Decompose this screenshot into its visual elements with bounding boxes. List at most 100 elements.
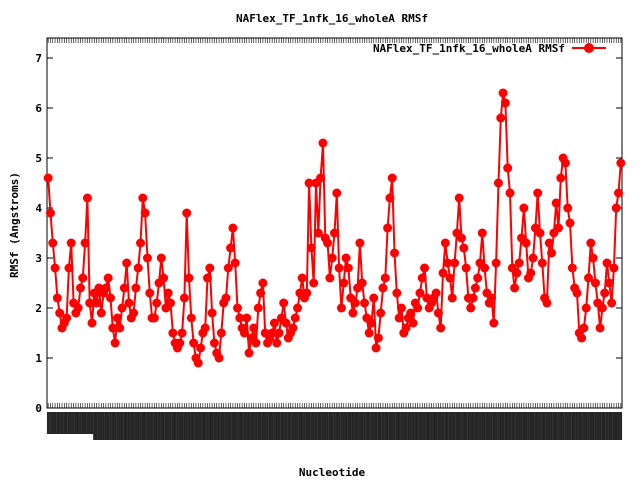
x-tick-label-mark-17 — [86, 412, 89, 434]
x-tick-label-mark-63 — [192, 412, 195, 440]
data-point-65 — [193, 358, 203, 368]
x-tick-label-mark-69 — [206, 412, 209, 440]
data-point-147 — [383, 223, 393, 233]
x-tick-label-mark-4 — [56, 412, 59, 434]
x-tick-label-mark-19 — [90, 412, 94, 434]
data-point-126 — [334, 263, 344, 273]
data-point-229 — [572, 288, 582, 298]
data-point-145 — [378, 283, 388, 293]
data-point-140 — [366, 318, 376, 328]
x-tick-label-mark-200 — [508, 412, 512, 440]
data-point-17 — [82, 193, 92, 203]
x-tick-label-mark-131 — [349, 412, 352, 440]
x-tick-label-mark-157 — [409, 412, 412, 440]
x-tick-label-mark-87 — [247, 412, 251, 440]
x-tick-label-mark-20 — [93, 412, 96, 440]
x-tick-label-mark-245 — [612, 412, 616, 440]
data-point-59 — [179, 293, 189, 303]
x-tick-label-mark-26 — [106, 412, 110, 440]
data-point-83 — [235, 313, 245, 323]
data-point-179 — [457, 233, 467, 243]
x-tick-label-mark-206 — [522, 412, 526, 440]
x-tick-label-mark-49 — [160, 412, 163, 440]
data-point-240 — [597, 303, 607, 313]
x-tick-label-mark-141 — [372, 412, 375, 440]
x-tick-label-mark-59 — [183, 412, 186, 440]
x-tick-label-mark-225 — [566, 412, 569, 440]
data-point-4 — [52, 293, 62, 303]
plot-frame — [46, 37, 623, 409]
data-point-196 — [496, 113, 506, 123]
x-tick-label-mark-174 — [448, 412, 452, 440]
data-point-248 — [616, 158, 626, 168]
x-tick-label-mark-143 — [377, 412, 380, 440]
x-tick-label-mark-160 — [416, 412, 419, 440]
x-tick-label-mark-158 — [411, 412, 415, 440]
x-tick-label-mark-209 — [529, 412, 532, 440]
x-tick-label-mark-45 — [150, 412, 154, 440]
x-tick-label-mark-176 — [453, 412, 456, 440]
legend-label: NAFlex_TF_1nfk_16_wholeA RMSf — [373, 42, 565, 55]
data-point-102 — [279, 298, 289, 308]
data-point-142 — [371, 343, 381, 353]
x-tick-label-mark-181 — [464, 412, 468, 440]
x-tick-label-mark-159 — [414, 412, 417, 440]
data-point-168 — [431, 288, 441, 298]
x-tick-label-mark-220 — [554, 412, 558, 440]
x-tick-label-mark-145 — [381, 412, 385, 440]
x-tick-label-mark-213 — [538, 412, 542, 440]
x-tick-label-mark-228 — [573, 412, 576, 440]
x-tick-label-mark-166 — [430, 412, 433, 440]
x-tick-label-mark-186 — [476, 412, 479, 440]
x-tick-label-mark-51 — [164, 412, 168, 440]
data-point-14 — [75, 283, 85, 293]
x-tick-label-mark-185 — [474, 412, 477, 440]
data-point-75 — [216, 328, 226, 338]
x-tick-label-mark-210 — [531, 412, 535, 440]
x-tick-label-mark-170 — [439, 412, 442, 440]
data-point-189 — [480, 263, 490, 273]
x-tick-label-mark-189 — [483, 412, 486, 440]
x-tick-label-mark-56 — [176, 412, 179, 440]
x-tick-label-mark-154 — [402, 412, 405, 440]
x-tick-label-mark-202 — [513, 412, 516, 440]
x-tick-label-mark-88 — [250, 412, 253, 440]
y-tick-label: 7 — [35, 52, 42, 65]
data-point-37 — [129, 308, 139, 318]
x-tick-label-mark-165 — [427, 412, 431, 440]
x-tick-label-mark-22 — [97, 412, 101, 440]
x-tick-label-mark-173 — [446, 412, 449, 440]
data-point-71 — [207, 308, 217, 318]
x-tick-label-mark-232 — [582, 412, 586, 440]
x-tick-label-mark-24 — [102, 412, 105, 440]
data-point-129 — [341, 253, 351, 263]
data-point-235 — [586, 238, 596, 248]
x-tick-label-mark-42 — [143, 412, 147, 440]
data-point-143 — [373, 333, 383, 343]
series-points — [43, 88, 626, 368]
x-tick-label-mark-126 — [337, 412, 341, 440]
x-tick-label-mark-82 — [236, 412, 239, 440]
x-tick-label-mark-216 — [545, 412, 549, 440]
data-point-41 — [138, 193, 148, 203]
data-point-57 — [175, 338, 185, 348]
chart-title: NAFlex_TF_1nfk_16_wholeA RMSf — [236, 12, 428, 25]
x-tick-label-mark-97 — [270, 412, 274, 440]
data-point-181 — [461, 263, 471, 273]
data-point-113 — [304, 178, 314, 188]
data-point-162 — [417, 273, 427, 283]
x-tick-label-mark-155 — [404, 412, 408, 440]
x-tick-label-mark-179 — [460, 412, 463, 440]
data-point-178 — [454, 193, 464, 203]
x-tick-label-mark-28 — [111, 412, 115, 440]
x-tick-label-mark-1 — [49, 412, 52, 434]
data-point-127 — [336, 303, 346, 313]
data-point-198 — [500, 98, 510, 108]
data-point-85 — [239, 328, 249, 338]
x-tick-label-mark-163 — [423, 412, 426, 440]
x-tick-label-mark-112 — [305, 412, 308, 440]
x-tick-label-mark-146 — [384, 412, 387, 440]
data-point-79 — [226, 243, 236, 253]
legend: NAFlex_TF_1nfk_16_wholeA RMSf — [373, 42, 606, 55]
x-tick-label-mark-222 — [559, 412, 563, 440]
